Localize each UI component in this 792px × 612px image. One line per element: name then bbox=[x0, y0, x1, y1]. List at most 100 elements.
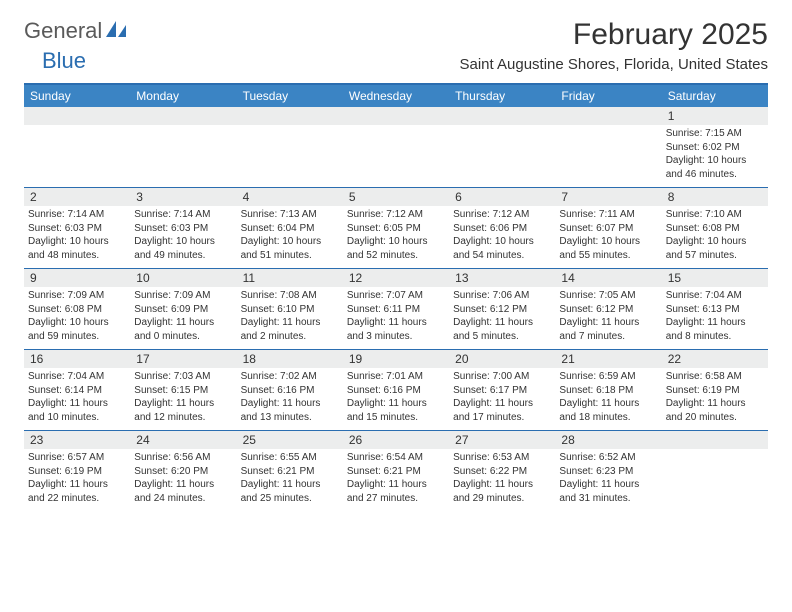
daylight-text: and 54 minutes. bbox=[453, 249, 551, 263]
weekday-header: Sunday bbox=[24, 85, 130, 107]
page-title: February 2025 bbox=[573, 18, 768, 52]
sunrise-text: Sunrise: 7:04 AM bbox=[666, 289, 764, 303]
day-number: 5 bbox=[343, 188, 449, 206]
calendar-cell: 4Sunrise: 7:13 AMSunset: 6:04 PMDaylight… bbox=[237, 188, 343, 268]
sunset-text: Sunset: 6:21 PM bbox=[347, 465, 445, 479]
calendar-cell: 12Sunrise: 7:07 AMSunset: 6:11 PMDayligh… bbox=[343, 269, 449, 349]
sunrise-text: Sunrise: 6:59 AM bbox=[559, 370, 657, 384]
sunset-text: Sunset: 6:12 PM bbox=[453, 303, 551, 317]
weekday-header: Saturday bbox=[662, 85, 768, 107]
brand-part1: General bbox=[24, 18, 102, 44]
weekday-header-row: Sunday Monday Tuesday Wednesday Thursday… bbox=[24, 85, 768, 107]
calendar-cell: 18Sunrise: 7:02 AMSunset: 6:16 PMDayligh… bbox=[237, 350, 343, 430]
sunset-text: Sunset: 6:19 PM bbox=[666, 384, 764, 398]
calendar-cell: 16Sunrise: 7:04 AMSunset: 6:14 PMDayligh… bbox=[24, 350, 130, 430]
day-number: 12 bbox=[343, 269, 449, 287]
day-number: 7 bbox=[555, 188, 661, 206]
brand-logo: General bbox=[24, 18, 128, 44]
sunrise-text: Sunrise: 7:03 AM bbox=[134, 370, 232, 384]
sunset-text: Sunset: 6:08 PM bbox=[28, 303, 126, 317]
sunrise-text: Sunrise: 7:12 AM bbox=[453, 208, 551, 222]
calendar-cell: 3Sunrise: 7:14 AMSunset: 6:03 PMDaylight… bbox=[130, 188, 236, 268]
sunrise-text: Sunrise: 6:57 AM bbox=[28, 451, 126, 465]
day-number: 1 bbox=[662, 107, 768, 125]
calendar-cell: 23 Sunrise: 6:57 AMSunset: 6:19 PMDayligh… bbox=[24, 431, 130, 511]
day-number: 9 bbox=[24, 269, 130, 287]
calendar-cell: 20Sunrise: 7:00 AMSunset: 6:17 PMDayligh… bbox=[449, 350, 555, 430]
daylight-text: and 18 minutes. bbox=[559, 411, 657, 425]
sunset-text: Sunset: 6:21 PM bbox=[241, 465, 339, 479]
sunrise-text: Sunrise: 6:56 AM bbox=[134, 451, 232, 465]
day-number: . bbox=[555, 107, 661, 125]
sunset-text: Sunset: 6:07 PM bbox=[559, 222, 657, 236]
weekday-header: Wednesday bbox=[343, 85, 449, 107]
calendar-cell: 2Sunrise: 7:14 AMSunset: 6:03 PMDaylight… bbox=[24, 188, 130, 268]
calendar-cell: 24Sunrise: 6:56 AMSunset: 6:20 PMDayligh… bbox=[130, 431, 236, 511]
calendar-cell: 1Sunrise: 7:15 AMSunset: 6:02 PMDaylight… bbox=[662, 107, 768, 187]
sunset-text: Sunset: 6:12 PM bbox=[559, 303, 657, 317]
weekday-header: Friday bbox=[555, 85, 661, 107]
sunrise-text: Sunrise: 6:54 AM bbox=[347, 451, 445, 465]
sunrise-text: Sunrise: 7:11 AM bbox=[559, 208, 657, 222]
calendar-cell: . bbox=[449, 107, 555, 187]
daylight-text: Daylight: 11 hours bbox=[347, 478, 445, 492]
calendar-cell: . bbox=[662, 431, 768, 511]
day-number: 23 bbox=[24, 431, 130, 449]
daylight-text: Daylight: 11 hours bbox=[347, 397, 445, 411]
calendar-week: 23Sunrise: 6:57 AMSunset: 6:19 PMDayligh… bbox=[24, 430, 768, 511]
daylight-text: and 20 minutes. bbox=[666, 411, 764, 425]
sunset-text: Sunset: 6:14 PM bbox=[28, 384, 126, 398]
daylight-text: Daylight: 11 hours bbox=[666, 397, 764, 411]
calendar-cell: . bbox=[555, 107, 661, 187]
daylight-text: Daylight: 11 hours bbox=[559, 316, 657, 330]
daylight-text: and 46 minutes. bbox=[666, 168, 764, 182]
daylight-text: Daylight: 11 hours bbox=[134, 397, 232, 411]
sunset-text: Sunset: 6:06 PM bbox=[453, 222, 551, 236]
sunrise-text: Sunrise: 7:09 AM bbox=[28, 289, 126, 303]
calendar: Sunday Monday Tuesday Wednesday Thursday… bbox=[24, 83, 768, 511]
sunset-text: Sunset: 6:23 PM bbox=[559, 465, 657, 479]
daylight-text: and 10 minutes. bbox=[28, 411, 126, 425]
daylight-text: and 25 minutes. bbox=[241, 492, 339, 506]
daylight-text: Daylight: 11 hours bbox=[134, 316, 232, 330]
sunset-text: Sunset: 6:19 PM bbox=[28, 465, 126, 479]
day-number: 26 bbox=[343, 431, 449, 449]
daylight-text: Daylight: 11 hours bbox=[453, 316, 551, 330]
day-number: 17 bbox=[130, 350, 236, 368]
daylight-text: Daylight: 11 hours bbox=[28, 478, 126, 492]
sunset-text: Sunset: 6:03 PM bbox=[28, 222, 126, 236]
sunrise-text: Sunrise: 7:14 AM bbox=[134, 208, 232, 222]
sunset-text: Sunset: 6:22 PM bbox=[453, 465, 551, 479]
calendar-cell: 19Sunrise: 7:01 AMSunset: 6:16 PMDayligh… bbox=[343, 350, 449, 430]
daylight-text: and 2 minutes. bbox=[241, 330, 339, 344]
daylight-text: Daylight: 11 hours bbox=[559, 478, 657, 492]
day-number: . bbox=[449, 107, 555, 125]
weekday-header: Tuesday bbox=[237, 85, 343, 107]
daylight-text: and 12 minutes. bbox=[134, 411, 232, 425]
calendar-cell: 21Sunrise: 6:59 AMSunset: 6:18 PMDayligh… bbox=[555, 350, 661, 430]
daylight-text: Daylight: 11 hours bbox=[241, 478, 339, 492]
daylight-text: and 7 minutes. bbox=[559, 330, 657, 344]
daylight-text: and 22 minutes. bbox=[28, 492, 126, 506]
day-number: . bbox=[237, 107, 343, 125]
daylight-text: and 0 minutes. bbox=[134, 330, 232, 344]
calendar-week: 2Sunrise: 7:14 AMSunset: 6:03 PMDaylight… bbox=[24, 187, 768, 268]
sunset-text: Sunset: 6:09 PM bbox=[134, 303, 232, 317]
day-number: 10 bbox=[130, 269, 236, 287]
day-number: 11 bbox=[237, 269, 343, 287]
calendar-cell: 5Sunrise: 7:12 AMSunset: 6:05 PMDaylight… bbox=[343, 188, 449, 268]
sunrise-text: Sunrise: 7:08 AM bbox=[241, 289, 339, 303]
calendar-page: General February 2025 Blue Saint Augusti… bbox=[0, 0, 792, 529]
calendar-cell: 17Sunrise: 7:03 AMSunset: 6:15 PMDayligh… bbox=[130, 350, 236, 430]
calendar-cell: 6Sunrise: 7:12 AMSunset: 6:06 PMDaylight… bbox=[449, 188, 555, 268]
sunrise-text: Sunrise: 6:52 AM bbox=[559, 451, 657, 465]
header: General February 2025 bbox=[24, 18, 768, 52]
calendar-cell: 25Sunrise: 6:55 AMSunset: 6:21 PMDayligh… bbox=[237, 431, 343, 511]
calendar-cell: 27Sunrise: 6:53 AMSunset: 6:22 PMDayligh… bbox=[449, 431, 555, 511]
daylight-text: and 57 minutes. bbox=[666, 249, 764, 263]
calendar-week: 9 Sunrise: 7:09 AMSunset: 6:08 PM Daylight… bbox=[24, 268, 768, 349]
calendar-cell: 22Sunrise: 6:58 AMSunset: 6:19 PMDayligh… bbox=[662, 350, 768, 430]
calendar-cell: . bbox=[130, 107, 236, 187]
sunset-text: Sunset: 6:03 PM bbox=[134, 222, 232, 236]
daylight-text: Daylight: 11 hours bbox=[559, 397, 657, 411]
